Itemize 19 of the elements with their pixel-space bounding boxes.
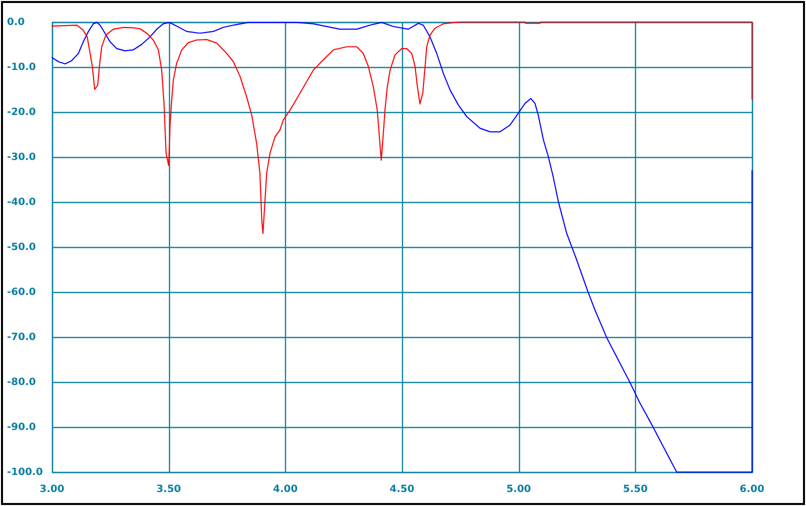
y-tick-label: -20.0 xyxy=(7,107,36,118)
x-tick-label: 4.50 xyxy=(390,484,414,496)
y-tick-label: -80.0 xyxy=(7,377,36,388)
y-tick-label: -90.0 xyxy=(7,422,36,434)
x-tick-label: 3.50 xyxy=(156,484,182,496)
y-tick-label: -100.0 xyxy=(7,467,43,478)
line-series xyxy=(51,22,753,473)
x-tick-label: 3.00 xyxy=(40,484,64,496)
x-tick-label: 5.00 xyxy=(506,484,532,496)
x-tick-label: 4.00 xyxy=(272,484,298,496)
y-tick-label: -40.0 xyxy=(7,197,36,208)
x-tick-label: 5.50 xyxy=(622,484,648,496)
y-tick-label: -50.0 xyxy=(7,242,36,254)
y-tick-label: -70.0 xyxy=(7,332,36,344)
y-tick-label: -10.0 xyxy=(7,62,36,74)
x-tick-label: 6.00 xyxy=(740,484,764,496)
y-tick-label: -30.0 xyxy=(7,152,36,164)
y-tick-label: -60.0 xyxy=(7,287,36,298)
y-tick-label: 0.0 xyxy=(7,17,25,28)
